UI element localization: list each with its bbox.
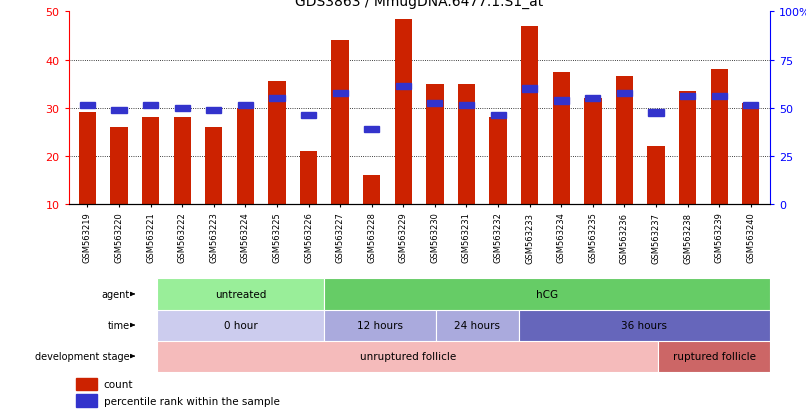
Bar bbox=[238, 103, 253, 109]
Bar bbox=[157, 279, 324, 310]
Bar bbox=[616, 77, 634, 204]
Bar bbox=[554, 98, 569, 104]
Bar bbox=[143, 103, 158, 109]
Bar bbox=[459, 103, 474, 109]
Bar bbox=[205, 128, 222, 204]
Bar bbox=[76, 394, 97, 407]
Bar bbox=[519, 310, 770, 341]
Text: development stage: development stage bbox=[35, 351, 130, 361]
Bar bbox=[647, 147, 665, 204]
Text: percentile rank within the sample: percentile rank within the sample bbox=[103, 396, 280, 406]
Text: count: count bbox=[103, 379, 133, 389]
Bar bbox=[395, 19, 412, 204]
Bar bbox=[175, 105, 189, 112]
Bar bbox=[268, 82, 285, 204]
Text: 0 hour: 0 hour bbox=[224, 320, 258, 330]
Text: untreated: untreated bbox=[215, 289, 267, 299]
Title: GDS3863 / MmugDNA.6477.1.S1_at: GDS3863 / MmugDNA.6477.1.S1_at bbox=[295, 0, 543, 9]
Bar bbox=[396, 84, 411, 90]
Text: hCG: hCG bbox=[536, 289, 558, 299]
Bar bbox=[649, 110, 663, 116]
Bar bbox=[585, 96, 600, 102]
Bar bbox=[173, 118, 191, 204]
Bar bbox=[333, 91, 347, 97]
Bar bbox=[522, 86, 538, 93]
Bar bbox=[553, 72, 570, 204]
Bar bbox=[331, 41, 349, 204]
Bar bbox=[76, 378, 97, 390]
Bar bbox=[427, 100, 442, 107]
Bar bbox=[110, 128, 127, 204]
Bar bbox=[659, 341, 770, 372]
Bar bbox=[111, 108, 127, 114]
Bar bbox=[584, 99, 601, 204]
Bar bbox=[363, 176, 380, 204]
Text: agent: agent bbox=[102, 289, 130, 299]
Bar bbox=[157, 310, 324, 341]
Bar bbox=[491, 112, 505, 119]
Bar bbox=[300, 152, 318, 204]
Bar bbox=[206, 108, 222, 114]
Text: 36 hours: 36 hours bbox=[621, 320, 667, 330]
Bar bbox=[237, 109, 254, 204]
Bar bbox=[743, 103, 758, 109]
Bar bbox=[489, 118, 507, 204]
Bar bbox=[435, 310, 519, 341]
Bar bbox=[324, 310, 435, 341]
Text: 12 hours: 12 hours bbox=[357, 320, 403, 330]
Text: unruptured follicle: unruptured follicle bbox=[359, 351, 456, 361]
Bar bbox=[712, 93, 727, 100]
Bar bbox=[458, 84, 476, 204]
Bar bbox=[142, 118, 160, 204]
Bar bbox=[521, 27, 538, 204]
Bar bbox=[742, 104, 759, 204]
Bar bbox=[269, 96, 285, 102]
Bar bbox=[364, 127, 380, 133]
Bar bbox=[324, 279, 770, 310]
Bar bbox=[679, 92, 696, 204]
Text: ruptured follicle: ruptured follicle bbox=[672, 351, 755, 361]
Bar bbox=[680, 93, 696, 100]
Bar bbox=[157, 341, 659, 372]
Text: 24 hours: 24 hours bbox=[455, 320, 501, 330]
Bar bbox=[426, 84, 443, 204]
Bar bbox=[301, 112, 316, 119]
Bar bbox=[711, 70, 728, 204]
Bar bbox=[80, 103, 95, 109]
Bar bbox=[617, 91, 632, 97]
Bar bbox=[79, 113, 96, 204]
Text: time: time bbox=[107, 320, 130, 330]
